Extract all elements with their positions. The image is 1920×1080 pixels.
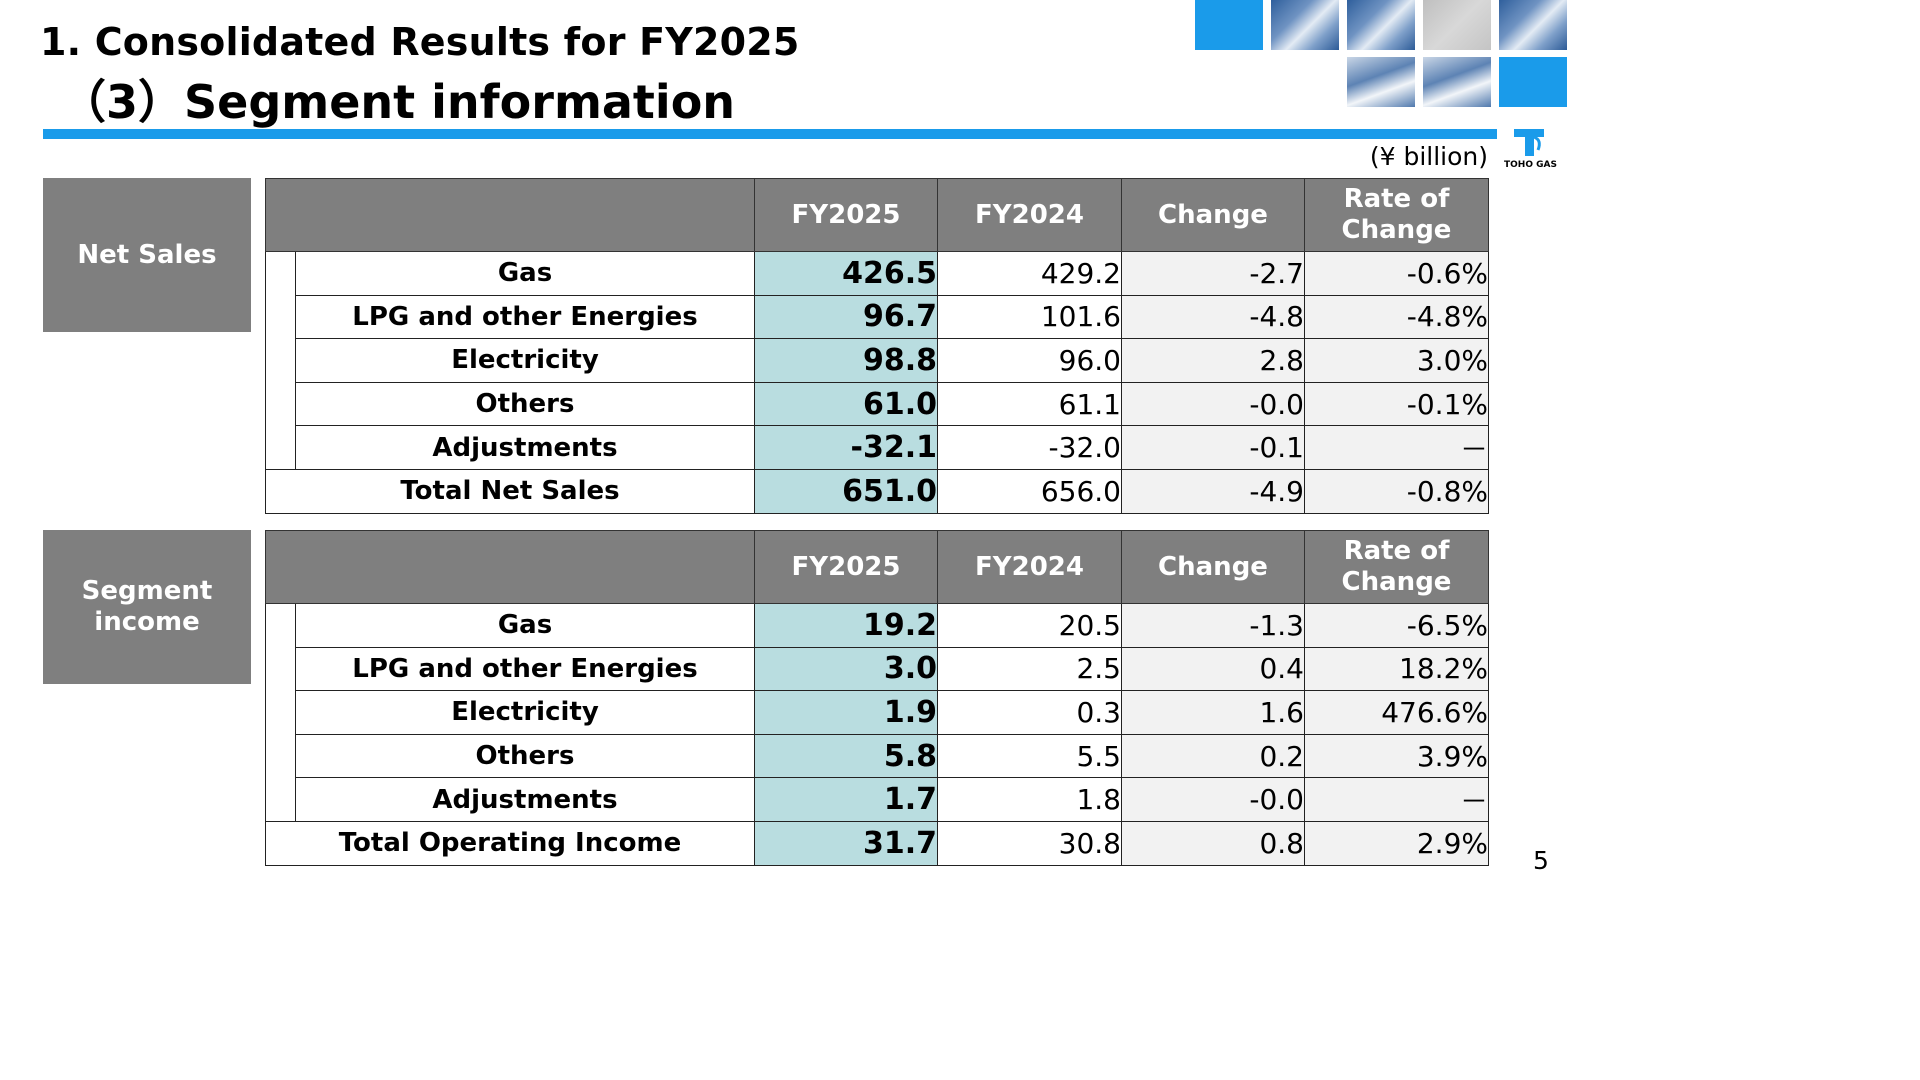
segment-income-label: Segment income: [43, 530, 251, 684]
value-rate: -0.1%: [1304, 381, 1489, 427]
row-label: Adjustments: [295, 425, 755, 470]
value-fy2024: 429.2: [937, 251, 1122, 296]
header-fy2024: FY2024: [937, 178, 1122, 252]
value-change: -4.8: [1121, 294, 1305, 340]
row-label: Adjustments: [295, 777, 755, 822]
value-fy2024: 0.3: [937, 690, 1122, 735]
table-row: Gas 426.5 429.2 -2.7 -0.6%: [265, 251, 1489, 296]
value-change: -1.3: [1121, 603, 1305, 648]
header-blank: [265, 178, 755, 252]
table-header-row: FY2025 FY2024 Change Rate of Change: [265, 178, 1489, 252]
header-rate: Rate of Change: [1304, 530, 1489, 604]
value-rate: 18.2%: [1304, 646, 1489, 692]
value-rate: 3.9%: [1304, 733, 1489, 779]
value-fy2025: 19.2: [754, 603, 938, 648]
value-fy2025: 61.0: [754, 381, 938, 427]
value-fy2025: -32.1: [754, 425, 938, 470]
total-change: 0.8: [1121, 820, 1305, 866]
toho-gas-logo: TOHO GAS: [1504, 124, 1557, 174]
table-row: LPG and other Energies 3.0 2.5 0.4 18.2%: [265, 646, 1489, 692]
value-rate: -4.8%: [1304, 294, 1489, 340]
page-title: （3）Segment information: [60, 75, 736, 129]
value-fy2024: 1.8: [937, 777, 1122, 822]
title-underline: [43, 129, 1497, 139]
value-fy2024: 2.5: [937, 646, 1122, 692]
value-fy2025: 5.8: [754, 733, 938, 779]
header-blank: [265, 530, 755, 604]
table-row: Others 61.0 61.1 -0.0 -0.1%: [265, 381, 1489, 427]
value-change: -0.0: [1121, 777, 1305, 822]
total-label: Total Operating Income: [265, 820, 755, 866]
value-rate: -0.6%: [1304, 251, 1489, 296]
value-change: 1.6: [1121, 690, 1305, 735]
segment-income-table: FY2025 FY2024 Change Rate of Change Gas …: [265, 530, 1489, 866]
value-fy2025: 96.7: [754, 294, 938, 340]
value-fy2025: 1.9: [754, 690, 938, 735]
value-rate: －: [1304, 425, 1489, 470]
row-label: Electricity: [295, 338, 755, 383]
value-rate: 476.6%: [1304, 690, 1489, 735]
header-change: Change: [1121, 530, 1305, 604]
net-sales-table: FY2025 FY2024 Change Rate of Change Gas …: [265, 178, 1489, 514]
table-row: Electricity 98.8 96.0 2.8 3.0%: [265, 338, 1489, 383]
total-fy2025: 31.7: [754, 820, 938, 866]
value-fy2024: 101.6: [937, 294, 1122, 340]
value-change: 2.8: [1121, 338, 1305, 383]
table-row: Gas 19.2 20.5 -1.3 -6.5%: [265, 603, 1489, 648]
value-fy2025: 3.0: [754, 646, 938, 692]
value-fy2025: 1.7: [754, 777, 938, 822]
total-fy2024: 656.0: [937, 468, 1122, 514]
unit-label: (¥ billion): [1369, 142, 1488, 171]
value-change: 0.4: [1121, 646, 1305, 692]
value-fy2025: 98.8: [754, 338, 938, 383]
total-fy2025: 651.0: [754, 468, 938, 514]
row-label: Electricity: [295, 690, 755, 735]
value-fy2024: 61.1: [937, 381, 1122, 427]
total-fy2024: 30.8: [937, 820, 1122, 866]
header-change: Change: [1121, 178, 1305, 252]
total-row: Total Net Sales 651.0 656.0 -4.9 -0.8%: [265, 468, 1489, 514]
value-rate: -6.5%: [1304, 603, 1489, 648]
value-fy2024: 5.5: [937, 733, 1122, 779]
header-fy2024: FY2024: [937, 530, 1122, 604]
value-rate: －: [1304, 777, 1489, 822]
row-label: LPG and other Energies: [295, 294, 755, 340]
row-label: Others: [295, 381, 755, 427]
value-fy2024: 96.0: [937, 338, 1122, 383]
total-change: -4.9: [1121, 468, 1305, 514]
net-sales-label: Net Sales: [43, 178, 251, 332]
page-number: 5: [1533, 846, 1549, 875]
row-label: Gas: [295, 603, 755, 648]
toho-gas-logo-icon: [1514, 129, 1544, 156]
table-row: Adjustments -32.1 -32.0 -0.1 －: [265, 425, 1489, 470]
logo-text: TOHO GAS: [1504, 160, 1557, 170]
value-change: -2.7: [1121, 251, 1305, 296]
value-change: -0.0: [1121, 381, 1305, 427]
table-row: Others 5.8 5.5 0.2 3.9%: [265, 733, 1489, 779]
row-label: LPG and other Energies: [295, 646, 755, 692]
header-fy2025: FY2025: [754, 178, 938, 252]
value-fy2024: 20.5: [937, 603, 1122, 648]
value-change: -0.1: [1121, 425, 1305, 470]
total-label: Total Net Sales: [265, 468, 755, 514]
total-rate: 2.9%: [1304, 820, 1489, 866]
value-rate: 3.0%: [1304, 338, 1489, 383]
table-row: LPG and other Energies 96.7 101.6 -4.8 -…: [265, 294, 1489, 340]
header-fy2025: FY2025: [754, 530, 938, 604]
section-title: 1. Consolidated Results for FY2025: [40, 20, 800, 64]
value-fy2025: 426.5: [754, 251, 938, 296]
header-rate: Rate of Change: [1304, 178, 1489, 252]
value-fy2024: -32.0: [937, 425, 1122, 470]
total-rate: -0.8%: [1304, 468, 1489, 514]
table-header-row: FY2025 FY2024 Change Rate of Change: [265, 530, 1489, 604]
row-label: Others: [295, 733, 755, 779]
row-label: Gas: [295, 251, 755, 296]
value-change: 0.2: [1121, 733, 1305, 779]
table-row: Adjustments 1.7 1.8 -0.0 －: [265, 777, 1489, 822]
table-row: Electricity 1.9 0.3 1.6 476.6%: [265, 690, 1489, 735]
total-row: Total Operating Income 31.7 30.8 0.8 2.9…: [265, 820, 1489, 866]
